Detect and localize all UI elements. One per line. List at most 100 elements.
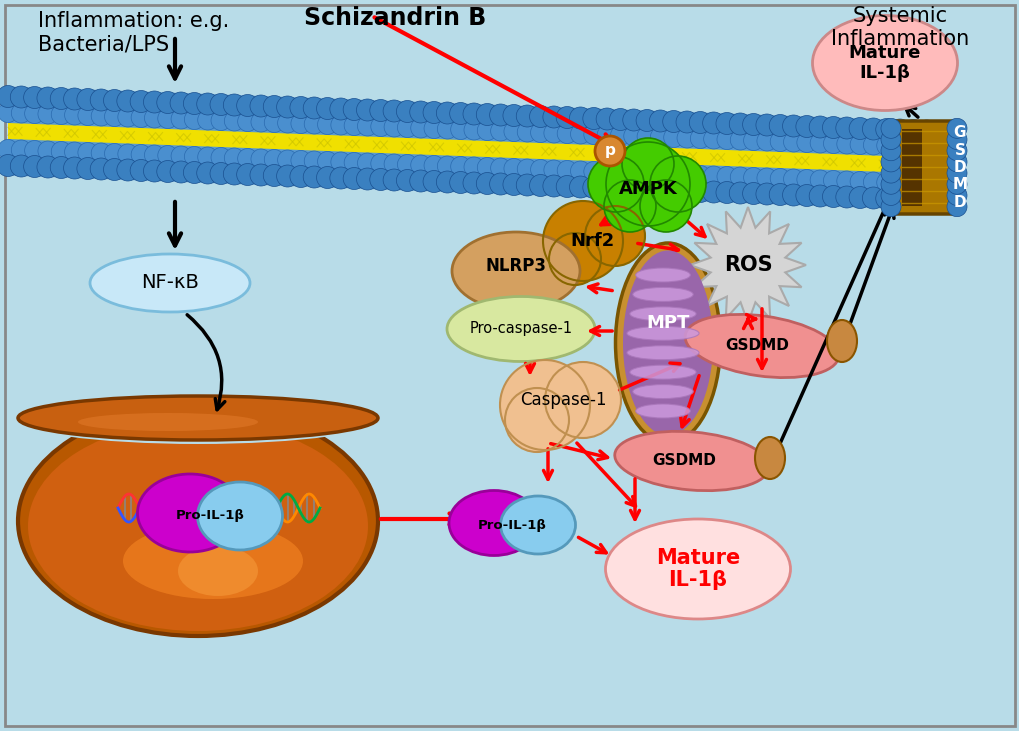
Circle shape [730,130,750,150]
Circle shape [663,164,683,184]
Circle shape [236,164,259,186]
Circle shape [223,163,246,185]
Circle shape [849,172,869,192]
Ellipse shape [446,297,594,362]
Circle shape [676,111,697,133]
Circle shape [317,115,337,135]
Circle shape [570,161,590,181]
Polygon shape [689,207,805,323]
Circle shape [50,88,72,110]
Circle shape [570,124,590,144]
Circle shape [702,112,723,134]
Circle shape [158,145,177,165]
Text: MPT: MPT [646,314,689,332]
Circle shape [264,113,284,132]
Circle shape [583,162,603,181]
Circle shape [11,103,32,123]
Circle shape [130,91,152,113]
Circle shape [663,127,683,148]
Text: Pro-IL-1β: Pro-IL-1β [477,520,546,532]
Circle shape [383,100,405,122]
Circle shape [636,178,657,200]
Circle shape [650,127,669,147]
Circle shape [595,177,618,199]
Circle shape [624,126,643,146]
Circle shape [742,183,764,205]
Circle shape [783,169,803,189]
Ellipse shape [630,307,695,321]
Circle shape [946,174,966,194]
Circle shape [251,149,271,169]
Circle shape [63,157,86,179]
Circle shape [371,116,390,137]
Circle shape [263,96,285,118]
Circle shape [836,134,856,154]
Text: Systemic
Inflammation: Systemic Inflammation [830,6,968,49]
Circle shape [384,117,404,137]
Circle shape [0,86,19,107]
Circle shape [755,183,777,205]
Circle shape [130,159,152,181]
Circle shape [450,156,470,176]
Circle shape [118,107,138,127]
Circle shape [357,116,377,136]
Circle shape [542,175,565,197]
Circle shape [490,158,511,178]
Circle shape [184,146,204,167]
Circle shape [836,171,856,191]
Circle shape [594,136,625,166]
Ellipse shape [123,523,303,599]
Circle shape [396,100,418,123]
Polygon shape [8,123,940,174]
Circle shape [623,109,644,131]
Circle shape [197,162,218,184]
Text: p: p [604,143,614,159]
Circle shape [880,197,900,216]
Circle shape [743,131,763,151]
Circle shape [582,176,604,199]
Circle shape [729,182,751,204]
Circle shape [23,156,46,178]
Circle shape [808,185,830,207]
Circle shape [716,129,737,150]
Circle shape [91,106,111,126]
Circle shape [796,170,816,189]
Circle shape [303,166,325,188]
Circle shape [649,110,671,132]
Text: Pro-caspase-1: Pro-caspase-1 [469,322,572,336]
Text: Inflammation: e.g.
Bacteria/LPS: Inflammation: e.g. Bacteria/LPS [38,11,229,54]
Circle shape [277,150,298,170]
Circle shape [517,159,537,179]
Circle shape [145,108,164,128]
Circle shape [703,129,722,149]
Circle shape [499,360,589,450]
Circle shape [490,121,511,141]
Circle shape [224,148,245,168]
Circle shape [609,108,631,131]
Ellipse shape [18,406,378,636]
Circle shape [316,167,338,189]
Circle shape [755,114,777,136]
Circle shape [875,118,897,140]
Circle shape [880,118,900,138]
Circle shape [77,105,98,126]
Circle shape [237,112,258,132]
Circle shape [51,142,71,162]
Circle shape [0,102,18,123]
Circle shape [530,159,550,180]
Circle shape [63,88,86,110]
Circle shape [582,107,604,129]
Ellipse shape [627,346,698,360]
Circle shape [342,167,365,189]
Circle shape [649,179,671,201]
Circle shape [24,104,45,124]
Circle shape [464,120,484,140]
Circle shape [756,131,776,151]
Circle shape [144,91,165,113]
Circle shape [876,135,896,156]
Circle shape [264,150,284,170]
Circle shape [91,143,111,163]
Ellipse shape [614,243,719,443]
Circle shape [198,110,217,130]
Circle shape [716,167,737,186]
